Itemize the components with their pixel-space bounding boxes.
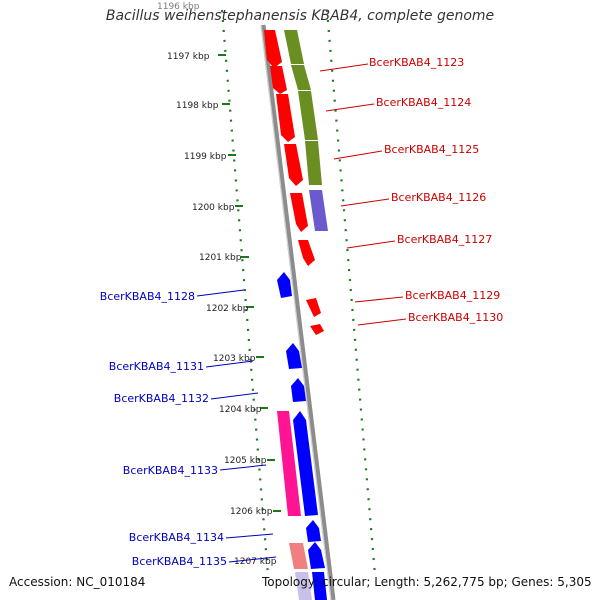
cds-feature — [289, 543, 308, 569]
gene-label[interactable]: BcerKBAB4_1125 — [384, 143, 479, 156]
cds-feature — [264, 30, 282, 68]
cds-feature — [284, 144, 303, 186]
cds-feature — [277, 272, 292, 298]
leader-line — [340, 198, 390, 207]
leader-line — [225, 533, 274, 539]
olive-cds-group[interactable] — [284, 30, 328, 231]
cds-feature — [293, 411, 318, 516]
cds-feature — [284, 30, 304, 64]
tick-label: 1201 kbp — [199, 253, 242, 263]
gene-label[interactable]: BcerKBAB4_1133 — [123, 464, 218, 477]
gene-label[interactable]: BcerKBAB4_1129 — [405, 289, 500, 302]
tick-label: 1200 kbp — [192, 203, 235, 213]
tick-label: 1197 kbp — [167, 52, 210, 62]
leader-line — [333, 150, 383, 160]
tick-label: 1199 kbp — [184, 152, 227, 162]
gene-label[interactable]: BcerKBAB4_1130 — [408, 311, 503, 324]
cds-feature — [312, 572, 327, 600]
cds-feature — [308, 542, 325, 569]
accession-text: Accession: NC_010184 — [9, 575, 146, 589]
cds-feature — [291, 65, 311, 90]
cds-feature — [305, 141, 322, 185]
cds-feature — [286, 343, 302, 369]
gene-label[interactable]: BcerKBAB4_1134 — [129, 531, 224, 544]
leader-line — [219, 464, 267, 471]
cds-feature — [298, 91, 318, 140]
leader-line — [357, 318, 407, 326]
cds-feature — [310, 324, 324, 335]
gene-label[interactable]: BcerKBAB4_1128 — [100, 290, 195, 303]
leader-line — [210, 392, 259, 400]
genome-backbone — [260, 24, 336, 600]
left-tick-track — [220, 9, 270, 576]
cds-feature — [306, 298, 321, 317]
tick-label: 1196 kbp — [157, 2, 200, 12]
tick-label: 1203 kbp — [213, 354, 256, 364]
right-leader-lines — [319, 63, 407, 326]
leader-line — [196, 289, 245, 297]
cds-feature — [276, 94, 295, 142]
red-cds-group[interactable] — [264, 30, 324, 335]
gene-label[interactable]: BcerKBAB4_1132 — [114, 392, 209, 405]
topology-text: Topology: circular; Length: 5,262,775 bp… — [262, 575, 592, 589]
leader-line — [346, 240, 396, 249]
backbone-highlight — [260, 24, 332, 600]
leader-line — [325, 103, 375, 112]
tick-marks — [218, 54, 281, 512]
tick-label: 1205 kbp — [224, 456, 267, 466]
leader-line — [354, 296, 404, 303]
left-leader-lines — [196, 289, 277, 563]
gene-label[interactable]: BcerKBAB4_1123 — [369, 56, 464, 69]
cds-feature — [291, 378, 306, 402]
gene-label[interactable]: BcerKBAB4_1135 — [132, 555, 227, 568]
genome-title: Bacillus weihenstephanensis KBAB4, compl… — [105, 8, 495, 24]
cds-feature — [306, 520, 321, 542]
tick-label: 1198 kbp — [176, 101, 219, 111]
leader-line — [228, 556, 277, 563]
tick-label: 1204 kbp — [219, 405, 262, 415]
cds-feature — [298, 240, 315, 266]
blue-cds-group[interactable] — [277, 272, 327, 600]
tick-label: 1207 kbp — [234, 557, 277, 567]
cds-feature — [290, 193, 308, 232]
gene-label[interactable]: BcerKBAB4_1127 — [397, 233, 492, 246]
leader-line — [319, 63, 369, 72]
cds-feature — [309, 190, 328, 231]
gene-label[interactable]: BcerKBAB4_1124 — [376, 96, 471, 109]
gene-label[interactable]: BcerKBAB4_1126 — [391, 191, 486, 204]
gene-label[interactable]: BcerKBAB4_1131 — [109, 360, 204, 373]
tick-label: 1202 kbp — [206, 304, 249, 314]
cds-feature — [270, 66, 287, 94]
tick-label: 1206 kbp — [230, 507, 273, 517]
right-tick-track — [325, 9, 377, 576]
cds-feature — [295, 572, 312, 600]
cds-feature — [277, 411, 301, 516]
leader-line — [205, 360, 254, 368]
